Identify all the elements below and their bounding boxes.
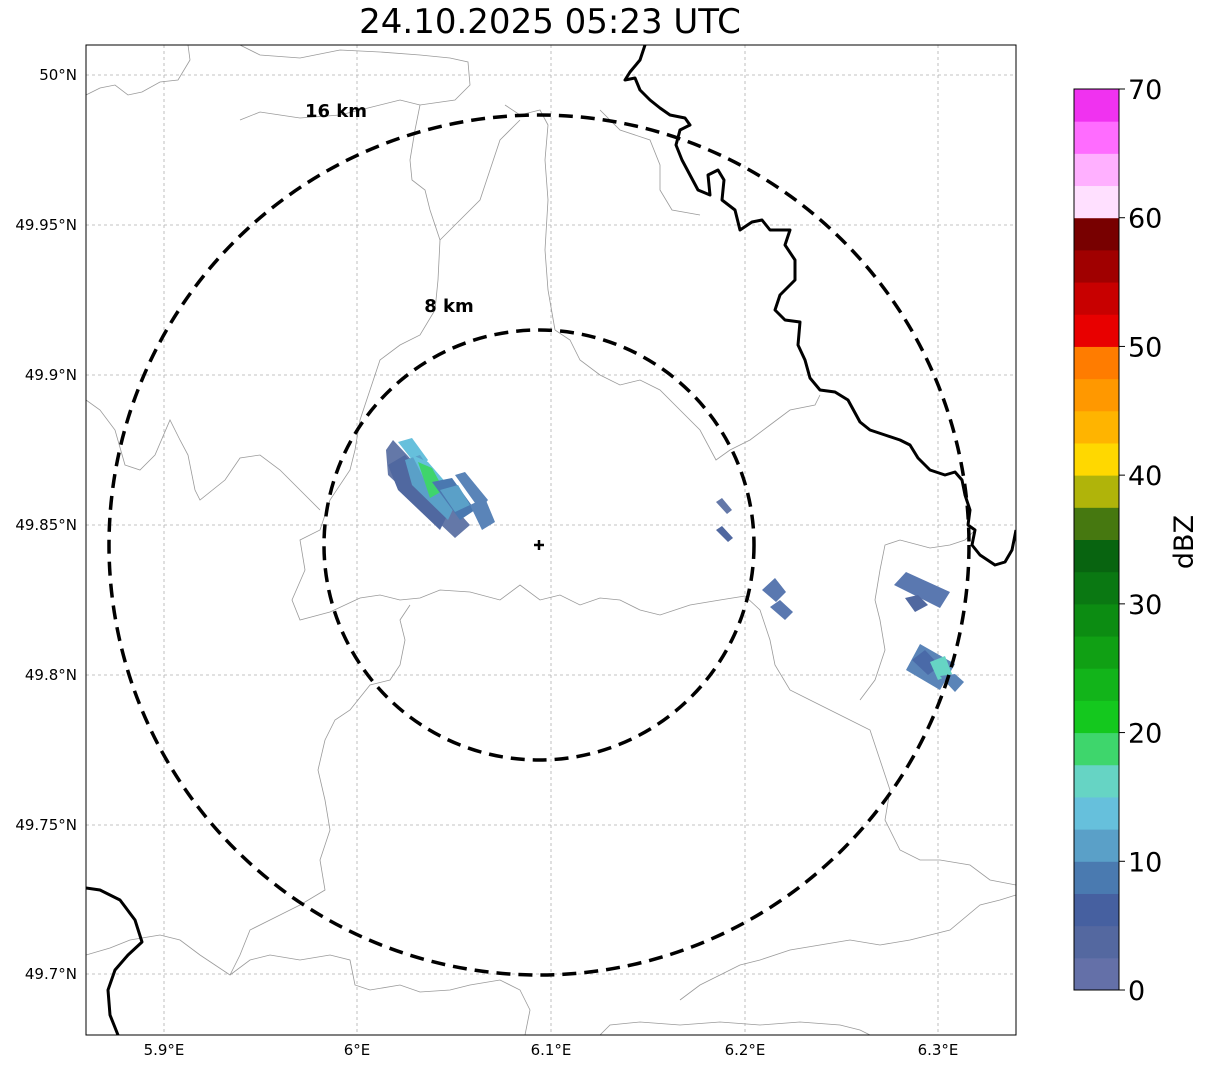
lat-tick-label: 50°N [39, 66, 77, 84]
range-rings [107, 113, 971, 977]
echo-cluster-east-small [716, 498, 793, 620]
colorbar-bin [1074, 314, 1119, 347]
colorbar-tick-label: 30 [1128, 590, 1162, 621]
colorbar-bin [1074, 764, 1119, 798]
lat-tick-label: 49.95°N [15, 216, 77, 234]
colorbar-bin [1074, 603, 1119, 637]
lon-tick-label: 6.1°E [531, 1041, 572, 1059]
map-title: 24.10.2025 05:23 UTC [359, 2, 741, 42]
colorbar-bin [1074, 89, 1119, 122]
colorbar-label: dBZ [1169, 515, 1200, 569]
colorbar-bin [1074, 668, 1119, 701]
colorbar-bin [1074, 732, 1119, 766]
lat-tick-label: 49.7°N [25, 965, 77, 983]
colorbar-bin [1074, 475, 1119, 508]
colorbar-tick-label: 0 [1128, 976, 1145, 1007]
colorbar-bin [1074, 507, 1119, 540]
colorbar-bin [1074, 185, 1119, 219]
colorbar-bin [1074, 571, 1119, 605]
echo-cluster-far-east [894, 572, 964, 692]
colorbar-bin [1074, 796, 1119, 830]
echo-cluster-west [386, 438, 495, 538]
colorbar-tick-label: 70 [1128, 75, 1162, 106]
plus-icon [534, 540, 544, 550]
colorbar-bin [1074, 121, 1119, 154]
lon-tick-label: 6.3°E [918, 1041, 959, 1059]
admin-boundaries [86, 45, 1016, 1035]
colorbar-ticks: 0 10 20 30 40 50 60 70 [1119, 75, 1162, 1007]
colorbar-bin [1074, 378, 1119, 412]
range-ring-16km [107, 113, 971, 977]
colorbar-bin [1074, 282, 1119, 315]
lat-tick-label: 49.75°N [15, 816, 77, 834]
range-ring-label-16km: 16 km [305, 101, 367, 122]
plot-frame [85, 44, 1017, 1036]
lat-axis: 50°N 49.95°N 49.9°N 49.85°N 49.8°N 49.75… [15, 66, 77, 983]
colorbar-tick-label: 50 [1128, 332, 1162, 363]
colorbar-bin [1074, 410, 1119, 444]
colorbar-tick-label: 60 [1128, 204, 1162, 235]
lon-tick-label: 6.2°E [725, 1041, 766, 1059]
colorbar-bin [1074, 925, 1119, 959]
colorbar-tick-label: 20 [1128, 719, 1162, 750]
colorbar: 0 10 20 30 40 50 60 70 dBZ [1073, 75, 1200, 1007]
colorbar-bin [1074, 539, 1119, 573]
colorbar-tick-label: 10 [1128, 847, 1162, 878]
range-ring-label-8km: 8 km [424, 296, 474, 317]
colorbar-bin [1074, 249, 1119, 283]
lon-tick-label: 5.9°E [144, 1041, 185, 1059]
lat-tick-label: 49.9°N [25, 366, 77, 384]
colorbar-bin [1074, 861, 1119, 894]
colorbar-bin [1074, 217, 1119, 251]
lon-tick-label: 6°E [344, 1041, 371, 1059]
colorbar-bin [1074, 829, 1119, 862]
colorbar-bin [1074, 700, 1119, 734]
lon-axis: 5.9°E 6°E 6.1°E 6.2°E 6.3°E [144, 1041, 959, 1059]
national-border [86, 45, 1016, 1035]
gridlines [86, 45, 1016, 1035]
colorbar-tick-label: 40 [1128, 461, 1162, 492]
colorbar-frame [1073, 88, 1120, 991]
colorbar-bin [1074, 442, 1119, 476]
range-ring-8km [322, 328, 756, 762]
colorbar-bins [1074, 89, 1119, 991]
lat-tick-label: 49.85°N [15, 516, 77, 534]
colorbar-bin [1074, 893, 1119, 927]
map-plot-area: 8 km 16 km [85, 44, 1017, 1036]
colorbar-bin [1074, 153, 1119, 187]
radar-echoes [386, 438, 964, 692]
lat-tick-label: 49.8°N [25, 666, 77, 684]
colorbar-bin [1074, 636, 1119, 669]
colorbar-bin [1074, 346, 1119, 380]
colorbar-bin [1074, 957, 1119, 991]
